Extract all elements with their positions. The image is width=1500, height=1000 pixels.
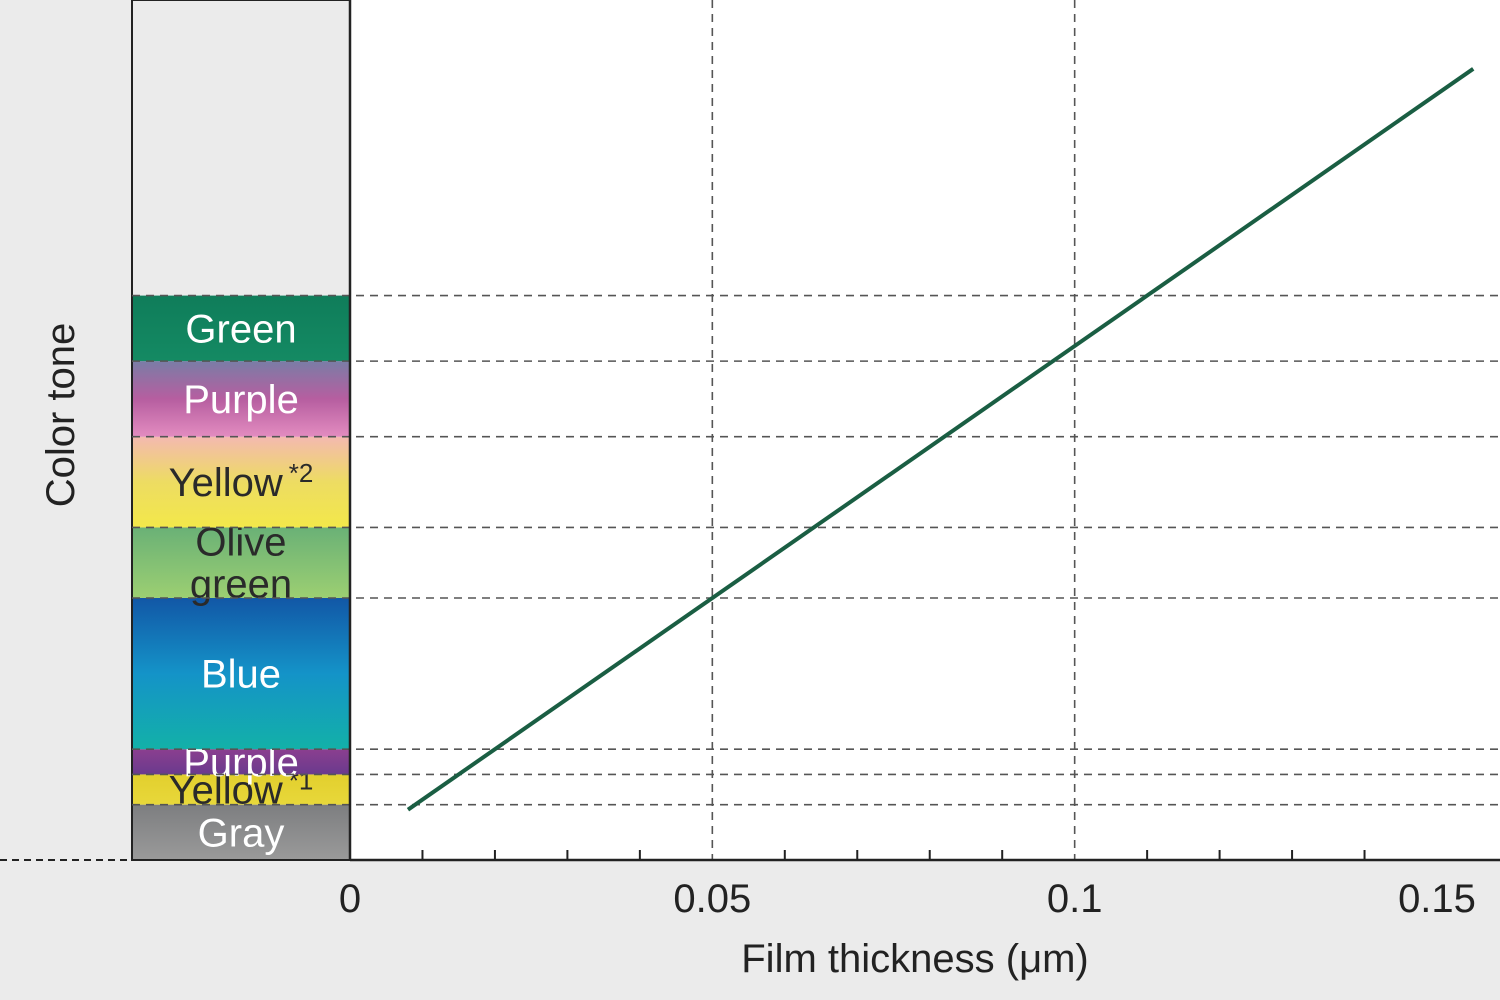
color-band: [132, 527, 350, 598]
color-band-label: Gray: [198, 811, 285, 855]
color-band-label: Green: [185, 307, 296, 351]
y-axis-title: Color tone: [39, 323, 83, 508]
film-thickness-line: [406, 67, 1475, 812]
color-band-label: Yellow *2: [169, 458, 314, 505]
series-lines: [406, 67, 1475, 812]
x-axis-tick-labels: 0 0.05 0.1 0.15: [339, 877, 1476, 921]
vertical-gridlines: [711, 0, 1076, 860]
color-band: [132, 436, 350, 528]
color-band: [132, 804, 350, 860]
x-tick-label: 0.1: [1047, 877, 1103, 921]
color-band: [132, 774, 350, 805]
color-band: [132, 295, 350, 362]
x-tick-label: 0.05: [673, 877, 751, 921]
x-tick-label: 0.15: [1398, 877, 1476, 921]
x-axis-ticks: [421, 850, 1366, 860]
color-band-label: Blue: [201, 653, 281, 697]
horizontal-gridlines: [132, 294, 1500, 806]
color-band: [132, 598, 350, 750]
x-tick-label: 0: [339, 877, 361, 921]
x-axis-title: Film thickness (μm): [741, 937, 1089, 981]
color-band-label: Olive green: [190, 521, 292, 607]
color-band: [132, 361, 350, 437]
color-band: [132, 749, 350, 775]
color-band-label: Purple: [183, 378, 299, 422]
